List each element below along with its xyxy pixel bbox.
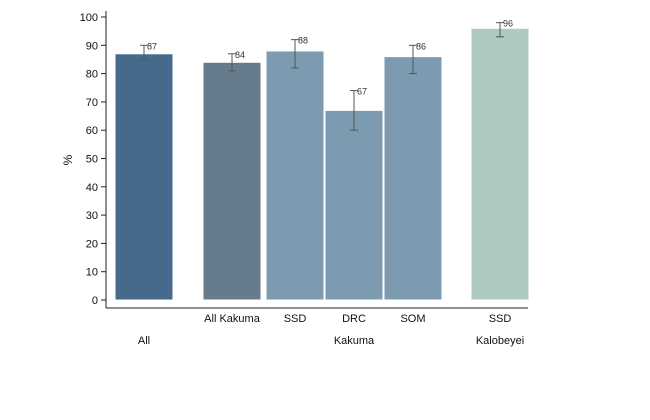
data-labels: 87 84 88 67 86 96 xyxy=(147,19,513,97)
data-label: 67 xyxy=(357,87,367,97)
y-axis-title: % xyxy=(61,154,75,165)
y-tick-label: 50 xyxy=(86,154,98,166)
y-axis: 0 10 20 30 40 50 60 70 80 90 100 xyxy=(80,11,528,309)
y-tick-label: 40 xyxy=(86,182,98,194)
y-tick-label: 80 xyxy=(86,69,98,81)
bar xyxy=(383,56,443,301)
data-label: 87 xyxy=(147,41,157,51)
bar xyxy=(324,109,384,301)
y-tick-label: 70 xyxy=(86,97,98,109)
category-label: SSD xyxy=(284,313,307,325)
bar xyxy=(202,61,262,301)
error-bars xyxy=(140,22,504,131)
data-label: 88 xyxy=(298,36,308,46)
y-tick-label: 100 xyxy=(80,12,98,24)
category-label: SSD xyxy=(489,313,512,325)
y-tick-label: 30 xyxy=(86,210,98,222)
data-label: 84 xyxy=(235,50,245,60)
data-label: 86 xyxy=(416,41,426,51)
group-label: Kalobeyei xyxy=(476,335,524,347)
y-tick-label: 20 xyxy=(86,238,98,250)
data-label: 96 xyxy=(503,19,513,29)
y-tick-label: 10 xyxy=(86,267,98,279)
bar xyxy=(265,50,325,301)
y-tick-label: 60 xyxy=(86,125,98,137)
category-label: DRC xyxy=(342,313,366,325)
group-labels: All Kakuma Kalobeyei xyxy=(138,335,524,347)
category-labels: All Kakuma SSD DRC SOM SSD xyxy=(204,313,511,325)
bars xyxy=(114,27,530,301)
group-label: Kakuma xyxy=(334,335,375,347)
group-label: All xyxy=(138,335,150,347)
y-tick-label: 0 xyxy=(92,295,98,307)
category-label: SOM xyxy=(400,313,425,325)
bar xyxy=(114,53,174,301)
category-label: All Kakuma xyxy=(204,313,261,325)
y-tick-label: 90 xyxy=(86,40,98,52)
bar xyxy=(470,27,530,301)
